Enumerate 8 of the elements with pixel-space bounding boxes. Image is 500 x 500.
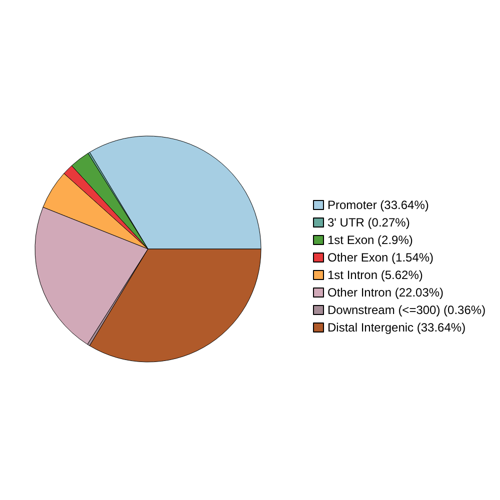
legend-label: 1st Intron (5.62%) [328,268,423,282]
legend-label: Distal Intergenic (33.64%) [328,320,466,334]
legend-label: Other Intron (22.03%) [328,286,444,300]
legend-label: Downstream (<=300) (0.36%) [328,303,486,317]
legend-label: Promoter (33.64%) [328,198,429,212]
legend-label: 1st Exon (2.9%) [328,233,413,247]
legend-label: Other Exon (1.54%) [328,250,434,264]
legend-label: 3' UTR (0.27%) [328,216,410,230]
